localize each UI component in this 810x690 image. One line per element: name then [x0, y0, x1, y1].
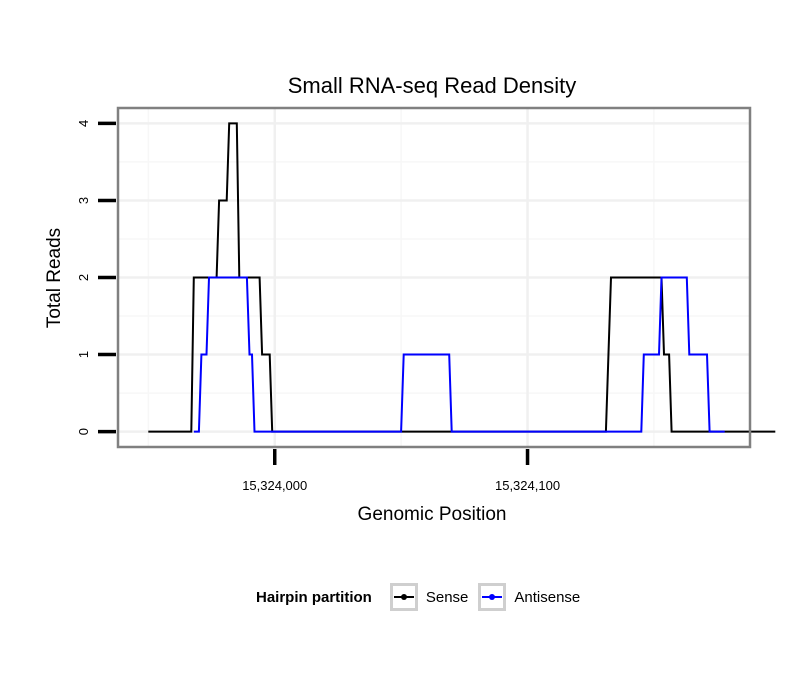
series-line-antisense — [193, 276, 725, 433]
panel-border — [116, 106, 752, 449]
series-line-sense — [148, 122, 776, 433]
legend-label-sense: Sense — [425, 588, 469, 606]
chart-title: Small RNA-seq Read Density — [288, 73, 577, 98]
y-axis-title: Total Reads — [44, 228, 65, 328]
legend-title: Hairpin partition — [256, 588, 372, 606]
y-tick-label: 3 — [76, 197, 91, 204]
x-tick-label: 15,324,100 — [495, 478, 560, 493]
line-marker-icon — [393, 594, 414, 600]
legend: Hairpin partition Sense Antisense — [256, 578, 580, 616]
legend-item-antisense: Antisense — [478, 583, 580, 611]
y-tick-label: 0 — [76, 428, 91, 435]
y-tick-label: 4 — [76, 120, 91, 127]
line-marker-icon — [482, 594, 503, 600]
y-axis: 0 1 2 3 4 — [76, 120, 116, 435]
y-tick-label: 2 — [76, 274, 91, 281]
x-axis-title: Genomic Position — [358, 504, 507, 525]
legend-item-sense: Sense — [389, 583, 469, 611]
legend-key-antisense — [478, 583, 507, 611]
x-tick-label: 15,324,000 — [242, 478, 307, 493]
y-tick-label: 1 — [76, 351, 91, 358]
series-group — [148, 122, 776, 433]
legend-key-sense — [389, 583, 418, 611]
x-axis: 15,324,000 15,324,100 — [242, 449, 560, 493]
legend-label-antisense: Antisense — [514, 588, 581, 606]
